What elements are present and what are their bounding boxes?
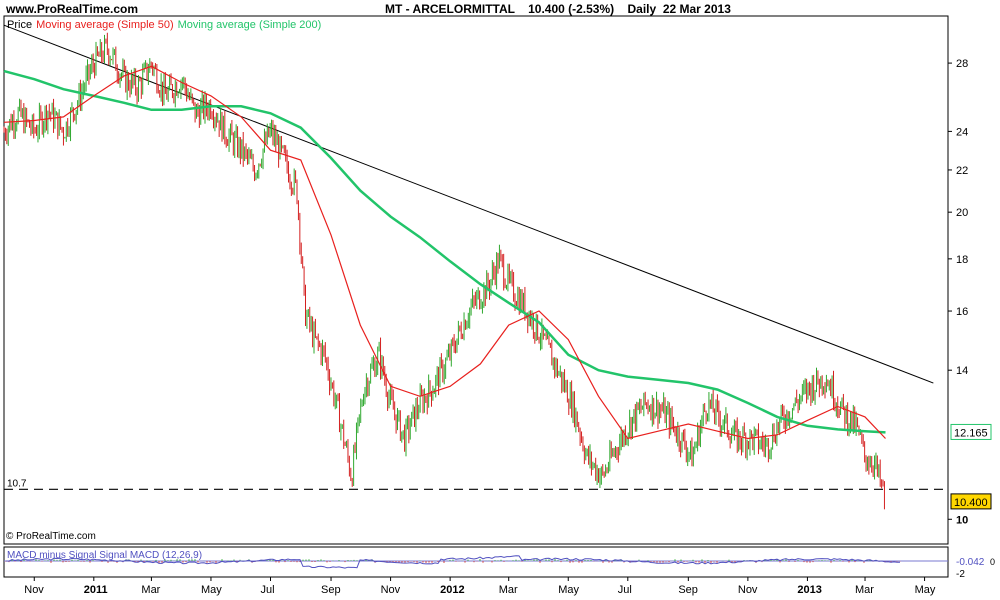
x-tick-label: 2012 bbox=[440, 584, 464, 596]
x-tick-label: Mar bbox=[141, 584, 160, 596]
y-tick-label: 10 bbox=[956, 514, 968, 526]
ma200-line bbox=[3, 69, 886, 434]
x-tick-label: Nov bbox=[381, 584, 401, 596]
y-tick-label: 28 bbox=[956, 58, 968, 70]
legend-price: Price bbox=[7, 19, 33, 31]
macd-tick-0: 0 bbox=[990, 557, 995, 567]
legend-ma200: Moving average (Simple 200) bbox=[177, 19, 322, 31]
macd-legend: MACD minus Signal Signal MACD (12,26,9) bbox=[7, 550, 203, 561]
y-tick-label: 16 bbox=[956, 306, 968, 318]
y-tick-label: 18 bbox=[956, 254, 968, 266]
x-tick-label: 2013 bbox=[797, 584, 821, 596]
trendline bbox=[3, 24, 934, 384]
last-price-tag-box bbox=[950, 493, 992, 510]
y-tick-label: 22 bbox=[956, 165, 968, 177]
copyright: © ProRealTime.com bbox=[6, 531, 96, 542]
price-panel bbox=[3, 15, 949, 545]
macd-value-tag: -0.042 bbox=[956, 557, 985, 568]
x-tick-label: May bbox=[201, 584, 222, 596]
x-tick-label: Jul bbox=[261, 584, 275, 596]
support-label: 10.7 bbox=[7, 478, 27, 489]
ma200-tag-label: 12.165 bbox=[954, 427, 988, 439]
macd-panel bbox=[3, 546, 949, 578]
macd-line bbox=[5, 555, 900, 569]
x-tick-label: May bbox=[915, 584, 936, 596]
y-tick-label: 20 bbox=[956, 207, 968, 219]
x-tick-label: Sep bbox=[678, 584, 698, 596]
x-tick-label: 2011 bbox=[84, 584, 108, 596]
x-tick-label: Nov bbox=[24, 584, 44, 596]
site-name: www.ProRealTime.com bbox=[6, 2, 139, 16]
y-tick-label: 14 bbox=[956, 365, 968, 377]
ma200-tag-box bbox=[950, 423, 992, 440]
legend: Price Moving average (Simple 50) Moving av… bbox=[7, 19, 325, 31]
x-tick-label: Jul bbox=[618, 584, 632, 596]
x-tick-label: Mar bbox=[499, 584, 518, 596]
last-price-tag-label: 10.400 bbox=[954, 497, 988, 509]
legend-ma50: Moving average (Simple 50) bbox=[36, 19, 174, 31]
x-tick-label: Sep bbox=[321, 584, 341, 596]
macd-tick-neg2: -2 bbox=[956, 569, 965, 580]
x-tick-label: May bbox=[558, 584, 579, 596]
ma50-line bbox=[3, 65, 886, 440]
y-tick-label: 24 bbox=[956, 126, 968, 138]
x-tick-label: Mar bbox=[855, 584, 874, 596]
x-tick-label: Nov bbox=[738, 584, 758, 596]
chart-title: MT - ARCELORMITTAL 10.400 (-2.53%) Daily… bbox=[385, 2, 731, 16]
